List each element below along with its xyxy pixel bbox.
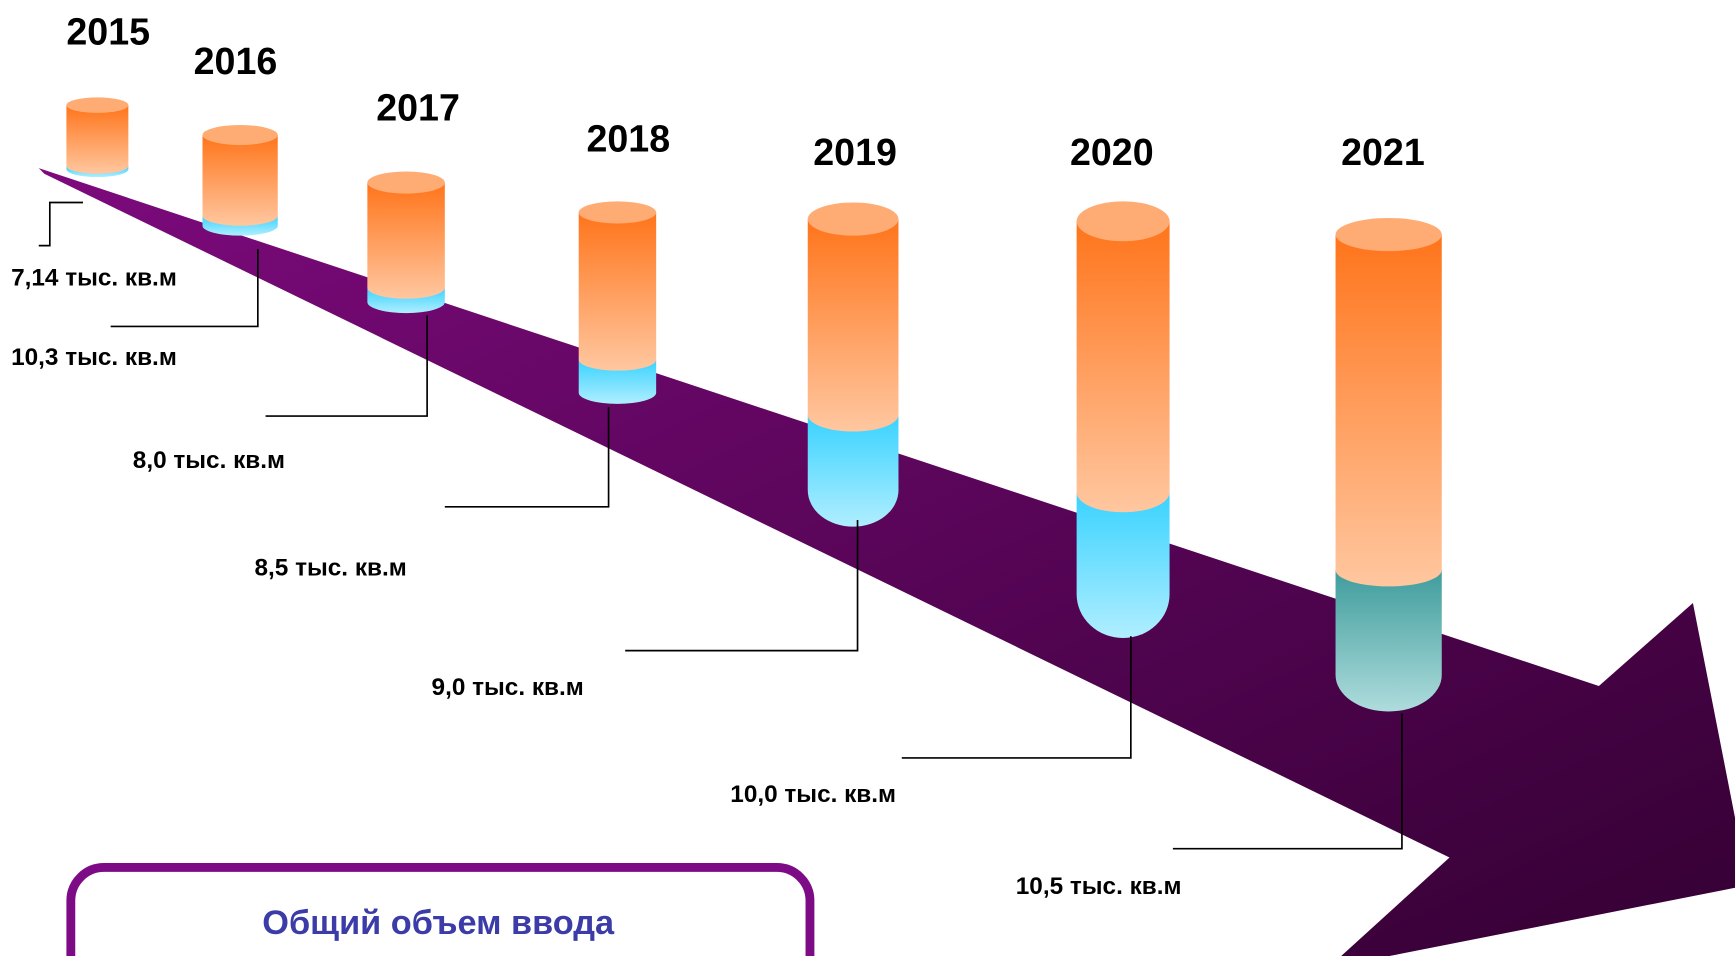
cylinder-top bbox=[1077, 201, 1170, 241]
year-label: 2018 bbox=[586, 118, 670, 160]
value-label: 8,0 тыс. кв.м bbox=[133, 447, 285, 474]
value-label: 10,3 тыс. кв.м bbox=[11, 344, 177, 371]
cylinder-top bbox=[367, 172, 444, 194]
cylinder-top bbox=[66, 97, 128, 112]
year-label: 2020 bbox=[1070, 131, 1154, 173]
cylinder-lower bbox=[1077, 492, 1170, 638]
value-label: 9,0 тыс. кв.м bbox=[432, 674, 584, 701]
cylinder-top bbox=[203, 125, 278, 145]
year-label: 2016 bbox=[194, 40, 278, 82]
cylinder-upper bbox=[367, 183, 444, 299]
value-label: 8,5 тыс. кв.м bbox=[255, 554, 407, 581]
item: 2015 7,14 тыс. кв.м bbox=[11, 10, 177, 291]
cylinder-lower bbox=[1336, 570, 1442, 712]
value-label: 10,5 тыс. кв.м bbox=[1016, 873, 1182, 900]
cylinder-upper bbox=[579, 212, 656, 370]
infographic: 2015 7,14 тыс. кв.м 2016 10,3 тыс. кв.м 2017… bbox=[0, 0, 1735, 956]
year-label: 2015 bbox=[66, 10, 150, 52]
cylinder-upper bbox=[66, 105, 128, 174]
cylinder-lower bbox=[808, 415, 899, 527]
value-label: 10,0 тыс. кв.м bbox=[730, 781, 896, 808]
cylinder-upper bbox=[1336, 235, 1442, 587]
year-label: 2021 bbox=[1341, 131, 1425, 173]
page: 2015 7,14 тыс. кв.м 2016 10,3 тыс. кв.м 2017… bbox=[0, 0, 1735, 956]
year-label: 2017 bbox=[376, 87, 460, 129]
leader-line bbox=[39, 202, 83, 245]
cylinder-top bbox=[808, 202, 899, 235]
cylinder-upper bbox=[1077, 221, 1170, 512]
cylinder-top bbox=[1336, 218, 1442, 251]
summary-title: Общий объем ввода bbox=[262, 904, 615, 942]
year-label: 2019 bbox=[813, 131, 897, 173]
cylinder-top bbox=[579, 201, 656, 223]
cylinder-upper bbox=[808, 219, 899, 431]
cylinder-upper bbox=[203, 135, 278, 226]
value-label: 7,14 тыс. кв.м bbox=[11, 264, 177, 291]
